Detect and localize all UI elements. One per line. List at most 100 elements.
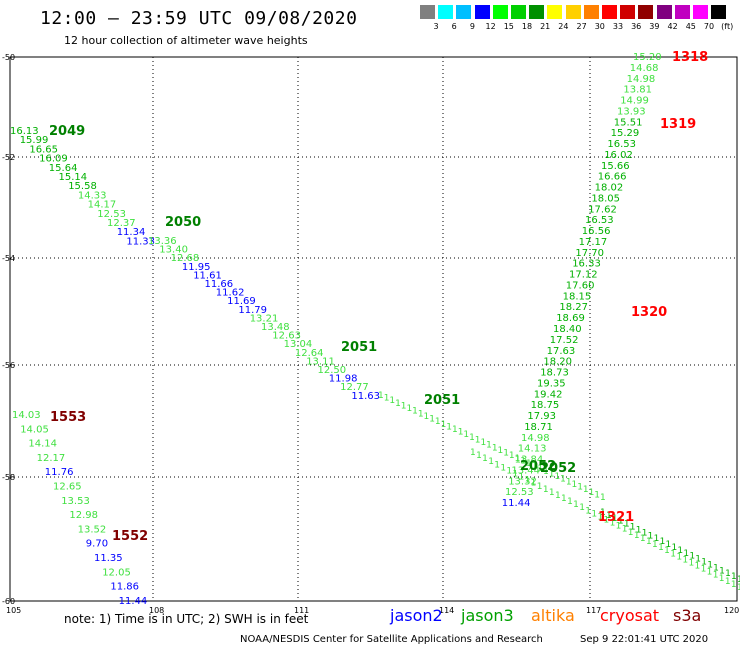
wave-height-1319: 17.12 — [569, 270, 598, 281]
colorbar-swatch — [420, 5, 435, 19]
wave-height-1319: 18.15 — [563, 291, 592, 302]
wave-height-2050: 11.63 — [351, 391, 380, 402]
track-id-label: 2049 — [49, 124, 85, 139]
dense-track-2051: 1 — [395, 399, 401, 409]
dense-track-2051: 1 — [509, 451, 515, 461]
wave-height-1553: 12.17 — [37, 453, 66, 464]
dense-track-2051: 1 — [463, 430, 469, 440]
dense-track-2051: 1 — [446, 422, 452, 432]
dense-track-2052: 1 — [731, 580, 737, 590]
wave-height-1319: 13.32 — [508, 476, 537, 487]
dense-track-2052: 1 — [543, 485, 549, 495]
wave-height-2050: 13.48 — [261, 322, 290, 333]
wave-height-1553: 14.14 — [28, 439, 57, 450]
dense-track-2052: 1 — [616, 522, 622, 532]
dense-track-1321: 1 — [618, 517, 624, 527]
colorbar-swatch — [583, 5, 599, 19]
wave-height-1319: 12.53 — [505, 487, 534, 498]
dense-track-2051: 1 — [401, 401, 407, 411]
wave-height-2050: 11.95 — [182, 262, 211, 273]
colorbar-label: 3 — [433, 22, 439, 31]
dense-track-2052: 1 — [561, 494, 567, 504]
lon-label: 105 — [6, 606, 21, 615]
dense-track-2051: 1 — [424, 412, 430, 422]
dense-track-2052: 1 — [676, 552, 682, 562]
wave-height-1553: 11.86 — [110, 582, 139, 593]
dense-track-2051: 1 — [384, 394, 390, 404]
wave-height-2050: 11.79 — [238, 305, 267, 316]
dense-track-1321: 1 — [707, 560, 713, 570]
colorbar-label: 39 — [649, 22, 660, 31]
wave-height-1553: 12.98 — [69, 510, 98, 521]
dense-track-2052: 1 — [664, 546, 670, 556]
dense-track-1321: 1 — [630, 523, 636, 533]
wave-height-1319: 18.69 — [556, 313, 585, 324]
colorbar-label: 12 — [485, 22, 496, 31]
wave-height-1553: 13.52 — [78, 524, 107, 535]
colorbar-swatch — [474, 5, 490, 19]
track-id-label: 1320 — [631, 305, 667, 320]
wave-height-1553: 12.65 — [53, 482, 82, 493]
dense-track-1321: 1 — [689, 552, 695, 562]
dense-track-2052: 1 — [604, 516, 610, 526]
dense-track-2052: 1 — [549, 488, 555, 498]
wave-height-1319: 18.02 — [595, 183, 624, 194]
footer-note: note: 1) Time is in UTC; 2) SWH is in fe… — [64, 612, 309, 626]
dense-track-2052: 1 — [701, 565, 707, 575]
colorbar-swatch — [620, 5, 636, 19]
dense-track-2051: 1 — [486, 441, 492, 451]
wave-height-1319: 19.35 — [537, 378, 566, 389]
wave-height-1319: 18.73 — [540, 368, 569, 379]
colorbar-label: 30 — [594, 22, 605, 31]
wave-height-1553: 11.44 — [119, 596, 148, 607]
wave-height-2050: 11.61 — [193, 270, 222, 281]
wave-height-2049: 11.33 — [126, 236, 155, 247]
dense-track-2052: 1 — [506, 466, 512, 476]
colorbar-label: 18 — [521, 22, 533, 31]
dense-track-1321: 1 — [606, 511, 612, 521]
colorbar-label: 45 — [685, 22, 696, 31]
track-id-label: 1321 — [598, 510, 634, 525]
dense-track-1321: 1 — [660, 537, 666, 547]
wave-height-2050: 13.21 — [250, 313, 279, 324]
wave-height-2050: 12.77 — [340, 382, 369, 393]
dense-track-2051: 1 — [458, 428, 464, 438]
dense-track-1321: 1 — [666, 540, 672, 550]
dense-track-2051: 1 — [589, 488, 595, 498]
colorbar-swatch — [602, 5, 617, 19]
dense-track-2051: 1 — [560, 475, 566, 485]
colorbar-swatch — [529, 5, 545, 19]
dense-track-2051: 1 — [594, 490, 600, 500]
lon-label: 114 — [439, 606, 454, 615]
dense-track-1321: 1 — [654, 534, 660, 544]
wave-height-1319: 13.93 — [617, 106, 646, 117]
colorbar-swatch — [693, 5, 708, 19]
wave-height-1319: 17.62 — [588, 204, 617, 215]
dense-track-1321: 1 — [648, 531, 654, 541]
colorbar-label: 21 — [540, 22, 551, 31]
colorbar-swatch — [492, 5, 508, 19]
legend-s3a: s3a — [673, 606, 702, 625]
dense-track-2051: 1 — [537, 464, 543, 474]
dense-track-2052: 1 — [688, 558, 694, 568]
wave-height-1319: 11.44 — [502, 498, 531, 509]
wave-height-1319: 13.81 — [623, 85, 652, 96]
dense-track-2052: 1 — [707, 568, 713, 578]
wave-height-1319: 14.98 — [627, 74, 656, 85]
wave-height-1319: 16.56 — [582, 226, 611, 237]
dense-track-2051: 1 — [469, 433, 475, 443]
wave-height-2050: 11.98 — [329, 374, 358, 385]
lat-label: -56 — [2, 361, 15, 370]
legend-cryosat: cryosat — [600, 606, 660, 625]
colorbar-label: 15 — [503, 22, 514, 31]
lon-label: 108 — [149, 606, 164, 615]
dense-track-2051: 1 — [389, 396, 395, 406]
dense-track-2052: 1 — [640, 534, 646, 544]
wave-height-1319: 13.44 — [511, 465, 540, 476]
dense-track-2052: 1 — [682, 555, 688, 565]
track-id-label: 2052 — [520, 459, 556, 474]
colorbar-swatch — [438, 5, 454, 19]
colorbar-label: (ft) — [721, 22, 734, 31]
wave-height-1319: 14.98 — [521, 433, 550, 444]
colorbar-label: 33 — [612, 22, 624, 31]
